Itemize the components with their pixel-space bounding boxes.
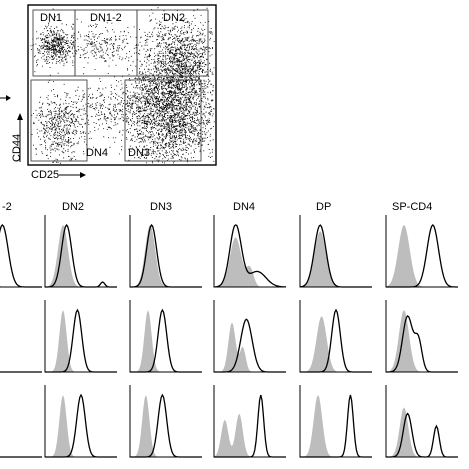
control-histogram bbox=[300, 395, 372, 457]
gate-label-dn3: DN3 bbox=[128, 147, 151, 159]
histogram-panel-r3-c6 bbox=[385, 385, 458, 458]
event-dots bbox=[30, 7, 215, 164]
control-histogram bbox=[300, 231, 372, 287]
sample-histogram bbox=[214, 224, 286, 288]
histogram-axes bbox=[299, 300, 372, 373]
control-histogram bbox=[130, 225, 202, 287]
histogram-panel-r1-c3 bbox=[129, 215, 202, 288]
control-histogram bbox=[386, 310, 458, 372]
histogram-panel-r2-c2 bbox=[44, 300, 117, 373]
histogram-axes bbox=[385, 215, 458, 288]
histogram-panel-r3-c5 bbox=[299, 385, 372, 458]
sample-histogram bbox=[0, 224, 42, 288]
control-histogram bbox=[45, 225, 117, 287]
control-histogram bbox=[0, 445, 42, 457]
y-axis-label: CD44 bbox=[11, 133, 23, 162]
edge-arrowhead bbox=[6, 95, 11, 101]
histogram-axes bbox=[385, 385, 458, 458]
histogram-axes bbox=[0, 286, 42, 288]
gate-label-dn1-2: DN1-2 bbox=[90, 12, 122, 24]
column-header-4: DN4 bbox=[233, 201, 256, 213]
gate-dn2 bbox=[136, 9, 209, 77]
histogram-panel-r2-c6 bbox=[385, 300, 458, 373]
sample-histogram bbox=[0, 456, 42, 458]
histogram-grid bbox=[0, 215, 458, 458]
histogram-panel-r1-c5 bbox=[299, 215, 372, 288]
histogram-panel-r1-c1 bbox=[0, 224, 42, 288]
control-histogram bbox=[45, 395, 117, 457]
histogram-panel-r2-c1 bbox=[0, 353, 42, 373]
dot-plot-points bbox=[30, 7, 215, 164]
control-histogram bbox=[45, 310, 117, 372]
histogram-axes bbox=[129, 300, 202, 373]
gate-label-dn2: DN2 bbox=[163, 12, 186, 24]
histogram-panel-r1-c2 bbox=[44, 215, 117, 288]
histogram-axes bbox=[299, 215, 372, 288]
gate-label-dn1: DN1 bbox=[40, 12, 63, 24]
column-header-1: -2 bbox=[2, 201, 12, 213]
control-histogram bbox=[300, 316, 372, 372]
histogram-panel-r2-c5 bbox=[299, 300, 372, 373]
control-histogram bbox=[214, 413, 286, 457]
histogram-panel-r2-c3 bbox=[129, 300, 202, 373]
histogram-panel-r3-c2 bbox=[44, 385, 117, 458]
sample-histogram bbox=[0, 371, 42, 373]
gate-dn3 bbox=[124, 79, 202, 162]
histogram-axes bbox=[299, 385, 372, 458]
histogram-axes bbox=[44, 215, 117, 288]
histogram-axes bbox=[213, 385, 286, 458]
histogram-axes bbox=[213, 215, 286, 288]
histogram-axes bbox=[129, 385, 202, 458]
sample-histogram bbox=[214, 318, 286, 373]
gate-dn4 bbox=[30, 79, 88, 162]
control-histogram bbox=[214, 237, 286, 287]
column-header-5: DP bbox=[316, 201, 332, 213]
histogram-panel-r1-c6 bbox=[385, 215, 458, 288]
gate-label-dn4: DN4 bbox=[86, 147, 109, 159]
control-histogram bbox=[130, 310, 202, 372]
histogram-axes bbox=[129, 215, 202, 288]
column-header-2: DN2 bbox=[62, 201, 85, 213]
histogram-panel-r3-c3 bbox=[129, 385, 202, 458]
histogram-panel-r1-c4 bbox=[213, 215, 286, 288]
column-header-3: DN3 bbox=[150, 201, 173, 213]
control-histogram bbox=[214, 322, 286, 372]
control-histogram bbox=[386, 407, 458, 457]
sample-histogram bbox=[45, 223, 117, 288]
gate-boxes bbox=[30, 9, 209, 162]
control-histogram bbox=[0, 353, 42, 372]
cd44-arrowhead bbox=[17, 113, 23, 120]
sample-histogram bbox=[130, 308, 202, 373]
column-header-6: SP-CD4 bbox=[392, 201, 433, 213]
dot-plot-frame bbox=[27, 4, 217, 166]
sample-histogram bbox=[45, 308, 117, 373]
histogram-axes bbox=[213, 300, 286, 373]
x-axis-label: CD25 bbox=[31, 169, 60, 181]
histogram-axes bbox=[0, 371, 42, 373]
histogram-axes bbox=[385, 300, 458, 373]
control-histogram bbox=[130, 395, 202, 457]
histogram-axes bbox=[0, 456, 42, 458]
histogram-axes bbox=[44, 300, 117, 373]
sample-histogram bbox=[300, 308, 372, 373]
cd25-arrowhead bbox=[80, 172, 86, 178]
histogram-axes bbox=[44, 385, 117, 458]
sample-histogram bbox=[45, 393, 117, 458]
histogram-panel-r3-c4 bbox=[213, 385, 286, 458]
control-histogram bbox=[386, 225, 458, 287]
histogram-panel-r3-c1 bbox=[0, 445, 42, 458]
histogram-panel-r2-c4 bbox=[213, 300, 286, 373]
